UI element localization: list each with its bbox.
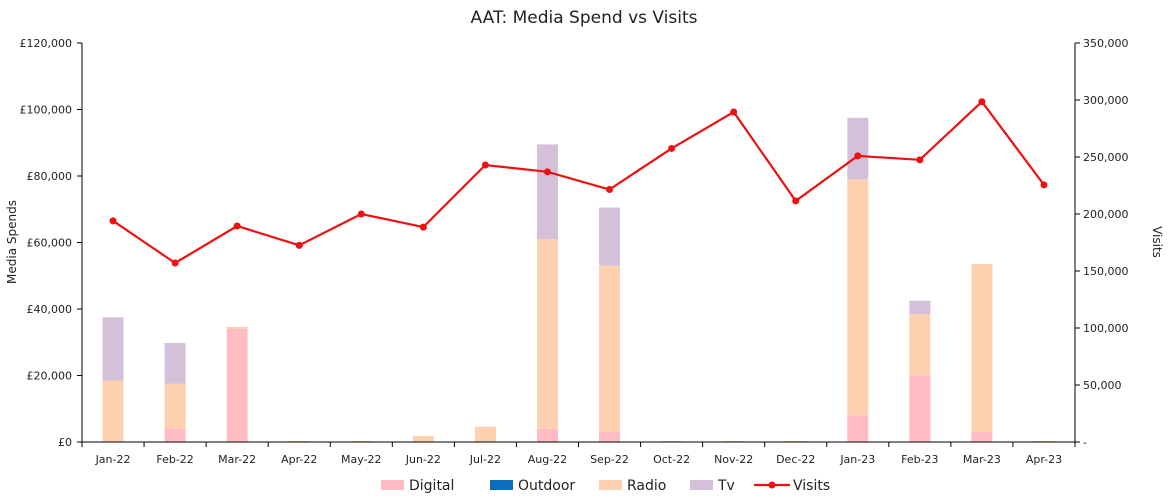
bar-tv-8 bbox=[599, 207, 621, 266]
legend-label-digital: Digital bbox=[409, 478, 454, 494]
x-tick-label-10: Nov-22 bbox=[714, 453, 753, 466]
x-tick-label-5: Jun-22 bbox=[405, 453, 441, 466]
y-tick-label-3: £60,000 bbox=[27, 237, 73, 250]
point-visits-14 bbox=[978, 98, 986, 106]
point-visits-12 bbox=[854, 152, 862, 160]
bar-radio-14 bbox=[971, 264, 993, 433]
bar-digital-8 bbox=[599, 432, 621, 442]
point-visits-4 bbox=[357, 210, 365, 218]
x-tick-label-8: Sep-22 bbox=[590, 453, 629, 466]
x-tick-label-11: Dec-22 bbox=[776, 453, 815, 466]
x-tick-label-4: May-22 bbox=[341, 453, 382, 466]
bar-radio-2 bbox=[226, 326, 248, 329]
legend-marker-visits bbox=[768, 481, 776, 489]
y-axis-label: Media Spends bbox=[5, 200, 19, 284]
point-visits-1 bbox=[171, 259, 179, 267]
point-visits-5 bbox=[419, 223, 427, 231]
point-visits-11 bbox=[792, 197, 800, 205]
y-tick-label-5: £100,000 bbox=[20, 104, 73, 117]
bar-digital-2 bbox=[226, 328, 248, 442]
x-tick-label-1: Feb-22 bbox=[156, 453, 193, 466]
y2-tick-label-5: 250,000 bbox=[1083, 151, 1129, 164]
legend-item-visits: Visits bbox=[754, 478, 830, 494]
bar-radio-5 bbox=[412, 436, 434, 442]
x-tick-label-15: Apr-23 bbox=[1026, 453, 1062, 466]
legend-swatch-digital bbox=[381, 480, 404, 490]
legend: Digital Outdoor Radio Tv Visits bbox=[381, 478, 830, 494]
bar-tv-0 bbox=[102, 317, 124, 381]
legend-label-visits: Visits bbox=[793, 478, 830, 494]
bars-layer bbox=[102, 117, 1055, 442]
y-tick-label-4: £80,000 bbox=[27, 170, 73, 183]
legend-swatch-radio bbox=[599, 480, 622, 490]
bar-radio-6 bbox=[474, 426, 496, 442]
x-tick-label-6: Jul-22 bbox=[469, 453, 501, 466]
legend-item-radio: Radio bbox=[599, 478, 666, 494]
y2-tick-label-6: 300,000 bbox=[1083, 94, 1129, 107]
legend-swatch-tv bbox=[690, 480, 713, 490]
bar-digital-7 bbox=[536, 428, 558, 442]
point-visits-15 bbox=[1040, 181, 1048, 189]
y2-tick-label-2: 100,000 bbox=[1083, 322, 1129, 335]
chart-title: AAT: Media Spend vs Visits bbox=[471, 8, 698, 28]
point-visits-9 bbox=[668, 144, 676, 152]
y2-tick-label-7: 350,000 bbox=[1083, 37, 1129, 50]
line-layer bbox=[109, 98, 1048, 267]
point-visits-6 bbox=[481, 161, 489, 169]
bar-radio-13 bbox=[909, 313, 931, 376]
point-visits-7 bbox=[543, 168, 551, 176]
bar-radio-12 bbox=[847, 179, 869, 416]
point-visits-0 bbox=[109, 217, 117, 225]
point-visits-2 bbox=[233, 222, 241, 230]
x-tick-label-7: Aug-22 bbox=[528, 453, 567, 466]
bar-digital-14 bbox=[971, 432, 993, 442]
bar-tv-1 bbox=[164, 342, 186, 384]
bar-tv-13 bbox=[909, 300, 931, 314]
y2-tick-label-3: 150,000 bbox=[1083, 265, 1129, 278]
ticks-layer: £0 £20,000 £40,000 £60,000 £80,000 £100,000 £1… bbox=[20, 37, 1129, 466]
y-tick-label-6: £120,000 bbox=[20, 37, 73, 50]
x-tick-label-3: Apr-22 bbox=[281, 453, 317, 466]
bar-digital-12 bbox=[847, 415, 869, 442]
bar-radio-1 bbox=[164, 383, 186, 429]
legend-swatch-outdoor bbox=[490, 480, 513, 490]
legend-label-outdoor: Outdoor bbox=[518, 478, 575, 494]
legend-label-radio: Radio bbox=[627, 478, 666, 494]
x-tick-label-0: Jan-22 bbox=[95, 453, 131, 466]
y2-tick-label-0: - bbox=[1083, 436, 1087, 449]
y2-axis-label: Visits bbox=[1150, 226, 1164, 258]
y-tick-label-1: £20,000 bbox=[27, 370, 73, 383]
y2-tick-label-4: 200,000 bbox=[1083, 208, 1129, 221]
legend-item-tv: Tv bbox=[690, 478, 735, 494]
point-visits-3 bbox=[295, 241, 303, 249]
legend-item-outdoor: Outdoor bbox=[490, 478, 575, 494]
line-visits bbox=[112, 100, 1045, 265]
y-tick-label-0: £0 bbox=[58, 436, 72, 449]
point-visits-13 bbox=[916, 156, 924, 164]
bar-digital-1 bbox=[164, 428, 186, 442]
y-tick-label-2: £40,000 bbox=[27, 303, 73, 316]
bar-tv-12 bbox=[847, 117, 869, 180]
point-visits-10 bbox=[730, 108, 738, 116]
legend-item-digital: Digital bbox=[381, 478, 454, 494]
x-tick-label-9: Oct-22 bbox=[653, 453, 690, 466]
x-tick-label-2: Mar-22 bbox=[218, 453, 256, 466]
legend-label-tv: Tv bbox=[717, 478, 735, 494]
x-tick-label-12: Jan-23 bbox=[839, 453, 875, 466]
point-visits-8 bbox=[606, 185, 614, 193]
y2-tick-label-1: 50,000 bbox=[1083, 379, 1122, 392]
bar-radio-8 bbox=[599, 265, 621, 433]
bar-digital-13 bbox=[909, 375, 931, 442]
x-tick-label-14: Mar-23 bbox=[963, 453, 1001, 466]
bar-radio-0 bbox=[102, 380, 124, 442]
bar-radio-7 bbox=[536, 239, 558, 429]
bar-tv-7 bbox=[536, 144, 558, 240]
x-tick-label-13: Feb-23 bbox=[901, 453, 938, 466]
